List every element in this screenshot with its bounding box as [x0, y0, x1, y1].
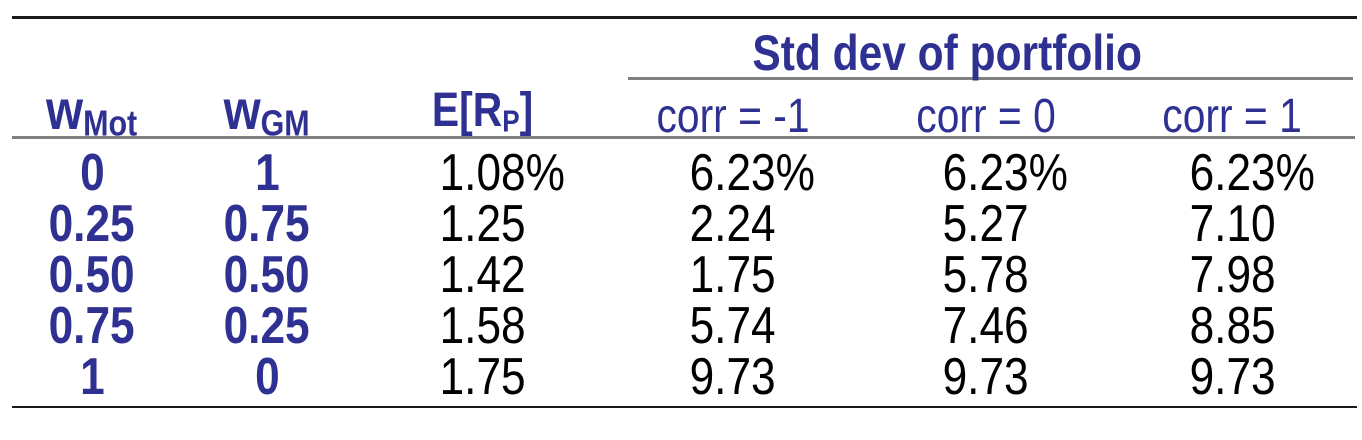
cell-wmot: 0.25: [12, 195, 172, 253]
cell-text: 1: [79, 348, 105, 406]
cell-std-corr-0: 5.27: [862, 198, 1110, 250]
super-header-row: Std dev of portfolio: [12, 24, 1355, 81]
column-header-row: wMot wGM E[RP] corr = -1 corr = 0 corr =…: [12, 82, 1355, 144]
cell-wgm: 0: [172, 348, 362, 406]
cell-text: 9.73: [942, 348, 1030, 406]
cell-text: 7.98: [1189, 246, 1276, 304]
cell-erp: 1.58: [362, 300, 604, 352]
cell-text: 0.75: [223, 195, 311, 253]
cell-text: 1: [254, 144, 280, 202]
cell-std-corr-1: 6.23%: [1189, 144, 1315, 202]
header-wmot-sub: Mot: [83, 103, 138, 144]
cell-std-corr-neg1: 9.73: [604, 351, 862, 403]
cell-text: 8.85: [1189, 297, 1276, 355]
cell-text: 9.73: [689, 348, 777, 406]
cell-std-corr-neg1: 6.23%: [689, 144, 816, 202]
cell-std-corr-0: 7.46: [862, 300, 1110, 352]
cell-text: 6.23: [942, 144, 1030, 202]
header-erp-pre: E[R: [432, 84, 503, 138]
super-header-underline: [628, 77, 1353, 80]
table-row: 0.25 0.75 1.25 2.24 5.27 7.10: [12, 195, 1355, 253]
cell-wgm: 1: [172, 144, 362, 202]
cell-std-corr-neg1: 1.75: [604, 249, 862, 301]
cell-std-corr-1: 9.73: [1110, 351, 1355, 403]
cell-std-corr-0: 6.23%: [942, 144, 1069, 202]
cell-wgm: 0.75: [172, 195, 362, 253]
cell-text: 1.25: [439, 195, 527, 253]
cell-text: 0.25: [48, 195, 136, 253]
header-cell-wgm: wGM: [172, 82, 362, 149]
cell-wmot: 0.75: [12, 297, 172, 355]
cell-std-corr-1: 7.10: [1110, 198, 1355, 250]
cell-wmot: 0: [12, 144, 172, 202]
cell-text: 0.50: [223, 246, 311, 304]
cell-text: 1.58: [439, 297, 527, 355]
cell-erp: 1.08%: [439, 144, 566, 202]
header-rule: [12, 136, 1355, 139]
cell-wgm: 0.50: [172, 246, 362, 304]
top-rule: [12, 16, 1357, 19]
header-corr-0-label: corr = 0: [916, 89, 1056, 143]
cell-std-corr-0: 9.73: [862, 351, 1110, 403]
header-wgm-main: w: [223, 78, 261, 141]
cell-text: 6.23: [689, 144, 777, 202]
cell-text: 0.50: [48, 246, 136, 304]
bottom-rule: [12, 406, 1357, 408]
cell-text: 1.42: [439, 246, 527, 304]
header-cell-corr-1: corr = 1: [1110, 84, 1355, 149]
cell-std-corr-1: 7.98: [1110, 249, 1355, 301]
cell-std-corr-0: 5.78: [862, 249, 1110, 301]
table-row: 0 1 1.08% 6.23% 6.23% 6.23%: [12, 144, 1355, 202]
cell-text: 0.75: [48, 297, 136, 355]
cell-text: 7.10: [1189, 195, 1276, 253]
header-corr-1-label: corr = 1: [1162, 89, 1303, 143]
cell-text: 6.23: [1189, 144, 1276, 202]
cell-text: 1.75: [439, 348, 527, 406]
cell-std-corr-neg1: 2.24: [604, 198, 862, 250]
table-row: 0.50 0.50 1.42 1.75 5.78 7.98: [12, 246, 1355, 304]
cell-text: 0: [79, 144, 105, 202]
cell-std-corr-1: 8.85: [1110, 300, 1355, 352]
cell-text: 2.24: [689, 195, 777, 253]
header-corr-neg1-label: corr = -1: [656, 89, 810, 143]
cell-text: 0: [254, 348, 280, 406]
cell-wmot: 1: [12, 348, 172, 406]
cell-text: 5.74: [689, 297, 777, 355]
header-wmot-main: w: [46, 78, 84, 141]
header-cell-corr-0: corr = 0: [862, 84, 1110, 149]
cell-text: 5.78: [942, 246, 1030, 304]
cell-text: 9.73: [1189, 348, 1276, 406]
cell-std-corr-neg1: 5.74: [604, 300, 862, 352]
cell-text: 7.46: [942, 297, 1030, 355]
cell-text: 1.08: [439, 144, 527, 202]
super-header-cell: Std dev of portfolio: [604, 24, 1355, 82]
table-row: 0.75 0.25 1.58 5.74 7.46 8.85: [12, 297, 1355, 355]
header-cell-erp: E[RP]: [362, 84, 604, 149]
super-header-label: Std dev of portfolio: [752, 25, 1143, 81]
table-row: 1 0 1.75 9.73 9.73 9.73: [12, 348, 1355, 406]
header-erp-sub: P: [502, 103, 521, 139]
cell-wgm: 0.25: [172, 297, 362, 355]
header-erp-post: ]: [520, 84, 534, 138]
cell-erp: 1.25: [362, 198, 604, 250]
header-wgm-sub: GM: [260, 103, 311, 144]
header-cell-corr-neg1: corr = -1: [604, 84, 862, 149]
header-cell-wmot: wMot: [12, 82, 172, 149]
cell-erp: 1.42: [362, 249, 604, 301]
cell-text: 0.25: [223, 297, 311, 355]
cell-text: 1.75: [689, 246, 777, 304]
cell-text: 5.27: [942, 195, 1030, 253]
cell-erp: 1.75: [362, 351, 604, 403]
cell-wmot: 0.50: [12, 246, 172, 304]
